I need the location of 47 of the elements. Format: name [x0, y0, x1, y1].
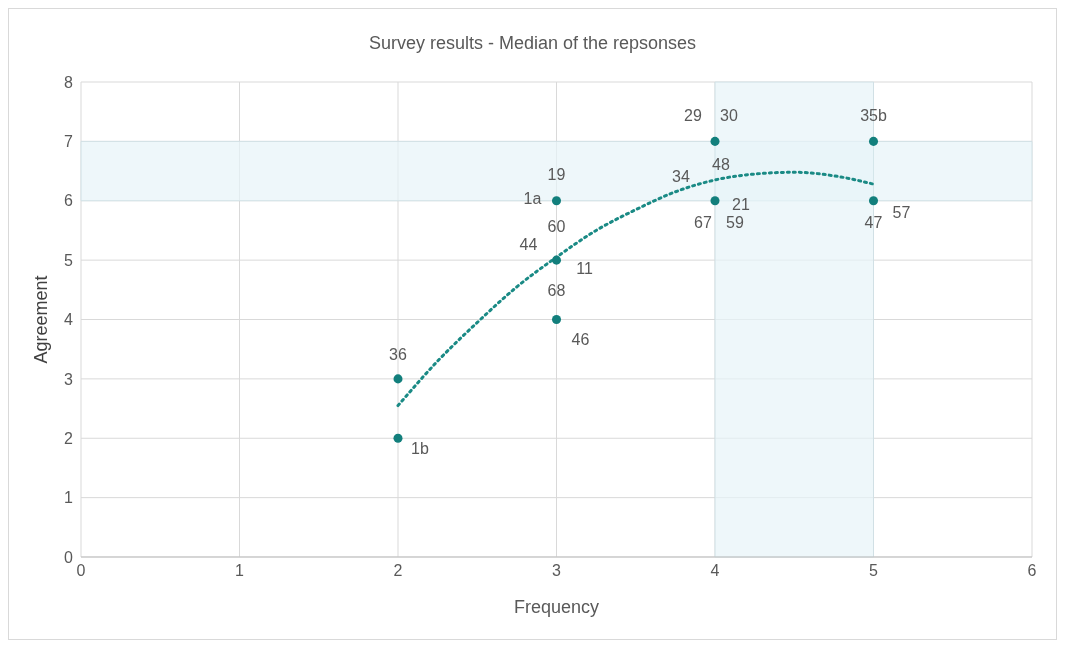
- annotation: 35b: [860, 106, 887, 124]
- y-tick-label: 1: [64, 489, 74, 507]
- y-tick-label: 5: [64, 251, 74, 269]
- point: [393, 374, 403, 384]
- annotation: 11: [576, 259, 593, 277]
- x-tick-label: 4: [710, 562, 720, 580]
- annotation: 21: [732, 196, 750, 214]
- chart-title: Survey results - Median of the repsonses: [367, 33, 698, 54]
- annotation: 30: [720, 106, 738, 124]
- x-tick-label: 2: [393, 562, 403, 580]
- point: [393, 433, 403, 443]
- annotation: 1b: [411, 439, 429, 457]
- point: [710, 196, 720, 206]
- x-tick-label: 0: [76, 562, 86, 580]
- annotation: 46: [571, 331, 590, 348]
- annotation: 67: [694, 214, 712, 232]
- x-tick-label: 3: [552, 562, 562, 580]
- annotation: 57: [892, 204, 911, 222]
- point: [551, 314, 562, 325]
- annotation: 34: [672, 168, 690, 186]
- y-tick-label: 8: [64, 73, 74, 91]
- y-tick-label: 3: [64, 370, 74, 388]
- y-tick-label: 2: [64, 429, 74, 447]
- annotation: 68: [547, 281, 566, 299]
- x-axis-title: Frequency: [513, 597, 600, 617]
- annotation: 19: [547, 166, 566, 184]
- y-tick-label: 0: [64, 548, 74, 566]
- y-tick-label: 7: [64, 133, 74, 151]
- annotation: 47: [864, 214, 883, 232]
- point: [710, 136, 720, 146]
- point: [868, 196, 879, 206]
- annotation: 29: [684, 106, 702, 124]
- x-tick-label: 5: [869, 562, 879, 580]
- point: [551, 196, 562, 206]
- annotation: 48: [712, 156, 730, 174]
- y-tick-label: 6: [64, 192, 74, 210]
- annotation: 44: [519, 235, 538, 253]
- annotation: 1a: [523, 190, 542, 208]
- point: [868, 136, 879, 146]
- annotation: 60: [547, 217, 566, 235]
- y-tick-label: 4: [64, 311, 74, 329]
- y-axis-title: Agreement: [31, 275, 52, 364]
- annotation: 59: [726, 214, 744, 232]
- x-tick-label: 1: [235, 562, 245, 580]
- x-tick-label: 6: [1027, 562, 1037, 580]
- annotation: 36: [389, 346, 407, 364]
- point: [551, 255, 562, 265]
